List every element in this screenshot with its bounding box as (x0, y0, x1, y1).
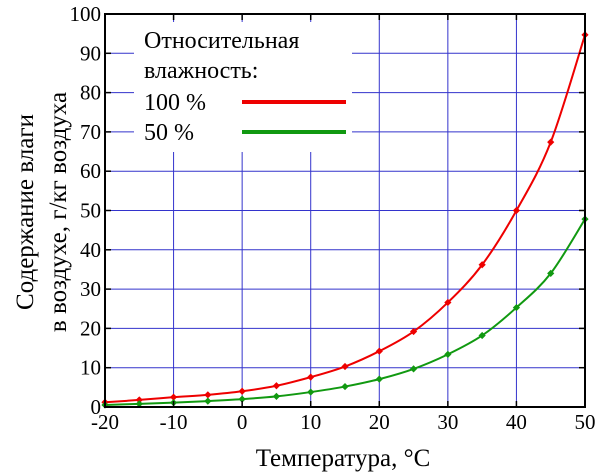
data-point-1 (478, 331, 486, 340)
data-point-1 (409, 365, 418, 373)
y-tick-label: 30 (80, 277, 101, 301)
data-point-1 (307, 388, 315, 396)
x-tick-label: -10 (160, 410, 188, 434)
data-point-0 (444, 298, 452, 307)
y-axis-title-line-2: в воздухе, г/кг воздуха (45, 92, 72, 332)
x-tick-label: 10 (300, 410, 321, 434)
legend: Относительная влажность: 100 % 50 % (134, 22, 352, 152)
data-point-0 (512, 206, 521, 215)
y-tick-label: 60 (80, 159, 101, 183)
data-point-1 (341, 382, 349, 391)
legend-label-100: 100 % (144, 90, 206, 116)
y-tick-label: 40 (80, 238, 101, 262)
y-tick-label: 100 (70, 2, 102, 26)
data-point-0 (478, 261, 486, 269)
x-tick-label: 30 (437, 410, 458, 434)
data-point-0 (169, 393, 178, 401)
data-point-1 (272, 392, 281, 400)
data-point-0 (135, 396, 143, 404)
data-point-1 (444, 350, 452, 358)
axes: -20 -10 0 10 20 30 40 50 0 10 20 30 40 50 60 70 80 90 100 (70, 2, 596, 434)
y-axis-title-line-1: Содержание влаги (12, 114, 39, 310)
y-tick-label: 50 (80, 199, 101, 223)
x-tick-label: -20 (91, 410, 119, 434)
data-point-0 (341, 362, 349, 371)
data-point-1 (238, 395, 246, 403)
data-point-1 (204, 397, 212, 405)
y-tick-label: 10 (80, 356, 101, 380)
data-point-1 (512, 303, 521, 312)
x-tick-label: 50 (575, 410, 596, 434)
legend-label-50: 50 % (144, 120, 194, 146)
legend-title-line-2: влажность: (144, 58, 258, 84)
series-lines (101, 31, 589, 409)
y-tick-label: 20 (80, 316, 101, 340)
data-point-0 (409, 327, 418, 336)
y-tick-label: 70 (80, 120, 101, 144)
y-tick-label: 80 (80, 81, 101, 105)
data-point-1 (547, 269, 555, 277)
data-point-0 (375, 347, 383, 355)
x-tick-label: 20 (369, 410, 390, 434)
axis-titles: Температура, °C Содержание влаги в возду… (12, 92, 430, 472)
data-point-0 (272, 382, 281, 390)
data-point-0 (307, 373, 315, 381)
legend-title-line-1: Относительная (144, 28, 299, 54)
data-point-0 (547, 138, 555, 146)
y-tick-label: 90 (80, 41, 101, 65)
data-point-0 (204, 391, 212, 399)
x-tick-label: 0 (237, 410, 248, 434)
x-axis-title: Температура, °C (256, 445, 431, 472)
data-point-1 (375, 375, 383, 383)
data-point-0 (238, 387, 246, 395)
x-tick-label: 40 (506, 410, 527, 434)
y-tick-label: 0 (91, 395, 102, 419)
data-point-1 (135, 400, 143, 408)
